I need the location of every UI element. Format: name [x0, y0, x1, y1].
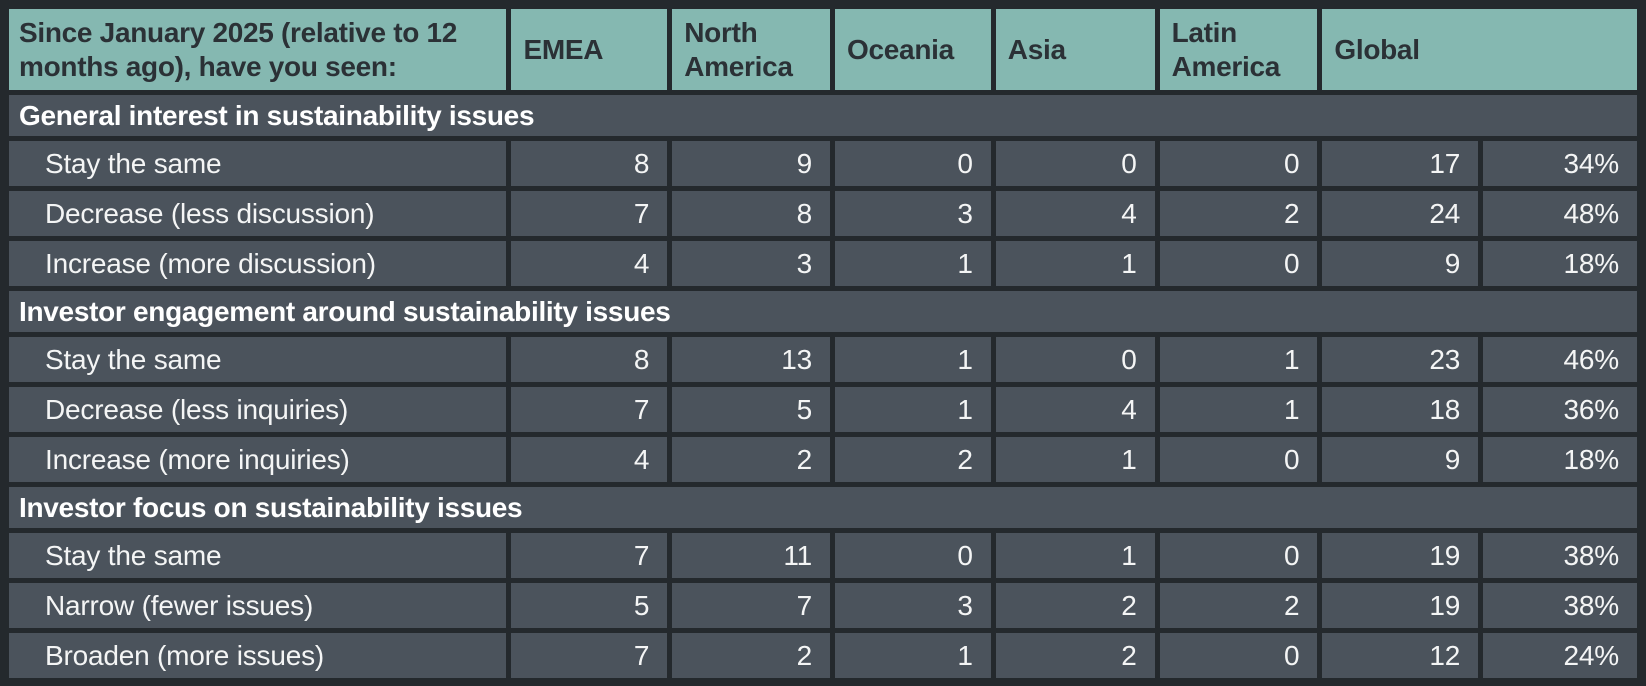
- value-cell: 0: [1159, 533, 1318, 578]
- row-label: Narrow (fewer issues): [9, 583, 507, 628]
- section-title: Investor focus on sustainability issues: [9, 487, 1637, 528]
- row-label: Decrease (less inquiries): [9, 387, 507, 432]
- value-cell: 1: [995, 533, 1155, 578]
- table-row: Increase (more discussion) 4 3 1 1 0 9 18%: [9, 241, 1637, 286]
- value-cell: 2: [1159, 191, 1318, 236]
- value-cell: 1: [1159, 387, 1318, 432]
- value-cell: 13: [672, 337, 831, 382]
- value-cell: 17: [1322, 141, 1479, 186]
- value-cell: 2: [1159, 583, 1318, 628]
- value-cell: 23: [1322, 337, 1479, 382]
- value-cell: 7: [672, 583, 831, 628]
- value-cell: 2: [995, 633, 1155, 678]
- value-cell: 0: [995, 337, 1155, 382]
- table-row: Broaden (more issues) 7 2 1 2 0 12 24%: [9, 633, 1637, 678]
- value-cell: 9: [1322, 437, 1479, 482]
- value-cell: 3: [672, 241, 831, 286]
- value-cell: 0: [1159, 437, 1318, 482]
- question-header-cell: Since January 2025 (relative to 12 month…: [9, 9, 507, 90]
- value-cell: 7: [511, 633, 668, 678]
- value-cell: 8: [672, 191, 831, 236]
- value-cell: 4: [995, 191, 1155, 236]
- value-cell: 18: [1322, 387, 1479, 432]
- value-cell: 1: [995, 241, 1155, 286]
- row-label: Increase (more discussion): [9, 241, 507, 286]
- row-label: Increase (more inquiries): [9, 437, 507, 482]
- value-cell: 1: [995, 437, 1155, 482]
- value-cell: 3: [835, 191, 991, 236]
- percent-cell: 46%: [1483, 337, 1637, 382]
- value-cell: 19: [1322, 533, 1479, 578]
- value-cell: 5: [672, 387, 831, 432]
- value-cell: 0: [1159, 141, 1318, 186]
- value-cell: 1: [1159, 337, 1318, 382]
- value-cell: 2: [672, 437, 831, 482]
- value-cell: 0: [835, 141, 991, 186]
- value-cell: 24: [1322, 191, 1479, 236]
- column-header-emea: EMEA: [511, 9, 668, 90]
- percent-cell: 34%: [1483, 141, 1637, 186]
- table-body: General interest in sustainability issue…: [9, 95, 1637, 678]
- column-header-asia: Asia: [995, 9, 1155, 90]
- value-cell: 0: [995, 141, 1155, 186]
- value-cell: 9: [672, 141, 831, 186]
- value-cell: 7: [511, 191, 668, 236]
- value-cell: 5: [511, 583, 668, 628]
- percent-cell: 18%: [1483, 241, 1637, 286]
- section-header-row: Investor focus on sustainability issues: [9, 487, 1637, 528]
- percent-cell: 18%: [1483, 437, 1637, 482]
- column-header-latin-america: Latin America: [1159, 9, 1318, 90]
- value-cell: 8: [511, 141, 668, 186]
- column-header-oceania: Oceania: [835, 9, 991, 90]
- value-cell: 8: [511, 337, 668, 382]
- value-cell: 9: [1322, 241, 1479, 286]
- row-label: Stay the same: [9, 141, 507, 186]
- value-cell: 7: [511, 533, 668, 578]
- table-row: Stay the same 8 9 0 0 0 17 34%: [9, 141, 1637, 186]
- value-cell: 4: [511, 241, 668, 286]
- value-cell: 12: [1322, 633, 1479, 678]
- value-cell: 2: [672, 633, 831, 678]
- percent-cell: 48%: [1483, 191, 1637, 236]
- table-row: Increase (more inquiries) 4 2 2 1 0 9 18%: [9, 437, 1637, 482]
- value-cell: 0: [1159, 241, 1318, 286]
- value-cell: 3: [835, 583, 991, 628]
- section-header-row: Investor engagement around sustainabilit…: [9, 291, 1637, 332]
- percent-cell: 38%: [1483, 533, 1637, 578]
- value-cell: 7: [511, 387, 668, 432]
- table-header: Since January 2025 (relative to 12 month…: [9, 9, 1637, 90]
- value-cell: 4: [511, 437, 668, 482]
- column-header-global: Global: [1322, 9, 1637, 90]
- value-cell: 19: [1322, 583, 1479, 628]
- column-header-north-america: North America: [672, 9, 831, 90]
- value-cell: 0: [1159, 633, 1318, 678]
- value-cell: 0: [835, 533, 991, 578]
- row-label: Stay the same: [9, 533, 507, 578]
- section-title: Investor engagement around sustainabilit…: [9, 291, 1637, 332]
- table-row: Stay the same 8 13 1 0 1 23 46%: [9, 337, 1637, 382]
- section-title: General interest in sustainability issue…: [9, 95, 1637, 136]
- percent-cell: 38%: [1483, 583, 1637, 628]
- table-row: Narrow (fewer issues) 5 7 3 2 2 19 38%: [9, 583, 1637, 628]
- section-header-row: General interest in sustainability issue…: [9, 95, 1637, 136]
- row-label: Broaden (more issues): [9, 633, 507, 678]
- table-row: Decrease (less discussion) 7 8 3 4 2 24 48%: [9, 191, 1637, 236]
- value-cell: 1: [835, 337, 991, 382]
- value-cell: 2: [995, 583, 1155, 628]
- value-cell: 4: [995, 387, 1155, 432]
- percent-cell: 24%: [1483, 633, 1637, 678]
- header-row: Since January 2025 (relative to 12 month…: [9, 9, 1637, 90]
- row-label: Decrease (less discussion): [9, 191, 507, 236]
- value-cell: 1: [835, 241, 991, 286]
- value-cell: 2: [835, 437, 991, 482]
- table-row: Stay the same 7 11 0 1 0 19 38%: [9, 533, 1637, 578]
- table-row: Decrease (less inquiries) 7 5 1 4 1 18 36%: [9, 387, 1637, 432]
- percent-cell: 36%: [1483, 387, 1637, 432]
- survey-table: Since January 2025 (relative to 12 month…: [4, 4, 1642, 683]
- value-cell: 1: [835, 387, 991, 432]
- row-label: Stay the same: [9, 337, 507, 382]
- value-cell: 1: [835, 633, 991, 678]
- value-cell: 11: [672, 533, 831, 578]
